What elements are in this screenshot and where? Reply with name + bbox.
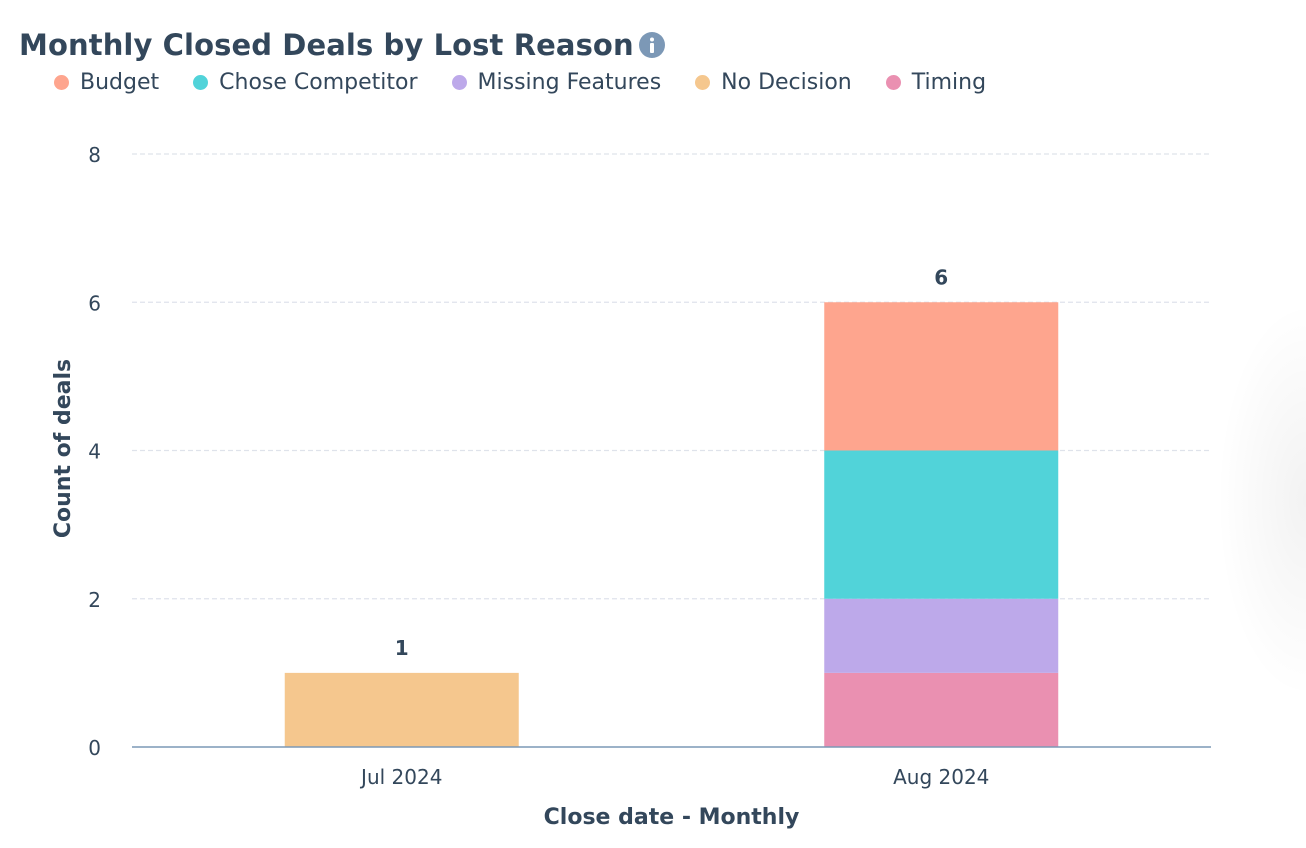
y-tick-label: 6 xyxy=(88,291,101,315)
legend-label: Missing Features xyxy=(477,69,662,95)
x-axis-ticks: Jul 2024 Aug 2024 xyxy=(359,765,989,789)
legend-label: Timing xyxy=(911,69,987,95)
legend-swatch xyxy=(885,74,901,90)
bar-segment-chose-competitor[interactable] xyxy=(824,450,1059,599)
y-tick-label: 8 xyxy=(88,143,101,167)
title-row: Monthly Closed Deals by Lost Reason xyxy=(19,24,665,66)
legend-swatch xyxy=(695,74,711,90)
legend-swatch xyxy=(451,74,467,90)
info-icon[interactable] xyxy=(638,32,665,58)
legend-label: Budget xyxy=(80,69,160,95)
legend-swatch xyxy=(54,74,69,90)
legend-item-no-decision[interactable]: No Decision xyxy=(695,70,852,95)
y-tick-label: 2 xyxy=(88,588,101,612)
report-title: Monthly Closed Deals by Lost Reason xyxy=(19,28,634,62)
x-tick-label: Aug 2024 xyxy=(893,765,989,789)
legend-item-chose-competitor[interactable]: Chose Competitor xyxy=(193,69,418,95)
bar-total-label: 6 xyxy=(934,265,948,289)
bar-segment-budget[interactable] xyxy=(824,302,1059,451)
bar-segment-missing-features[interactable] xyxy=(824,598,1059,673)
bar-segment-timing[interactable] xyxy=(824,672,1059,747)
x-tick-label: Jul 2024 xyxy=(359,765,442,789)
x-axis-title: Close date - Monthly xyxy=(544,805,800,830)
legend-label: No Decision xyxy=(721,69,852,95)
y-axis-ticks: 0 2 4 6 8 xyxy=(88,143,101,760)
total-labels: 16 xyxy=(395,265,948,660)
bars xyxy=(284,302,1059,747)
legend-item-budget[interactable]: Budget xyxy=(54,70,159,95)
legend-label: Chose Competitor xyxy=(219,69,418,95)
y-axis-title: Count of deals xyxy=(51,359,76,538)
bar-segment-no-decision[interactable] xyxy=(284,672,519,747)
y-tick-label: 4 xyxy=(88,440,101,464)
legend-swatch xyxy=(193,74,209,90)
legend-item-missing-features[interactable]: Missing Features xyxy=(451,69,662,95)
legend-item-timing[interactable]: Timing xyxy=(885,69,987,95)
y-tick-label: 0 xyxy=(88,736,101,760)
bar-total-label: 1 xyxy=(395,636,409,660)
chart-legend: Budget Chose Competitor Missing Features No… xyxy=(54,66,1020,98)
